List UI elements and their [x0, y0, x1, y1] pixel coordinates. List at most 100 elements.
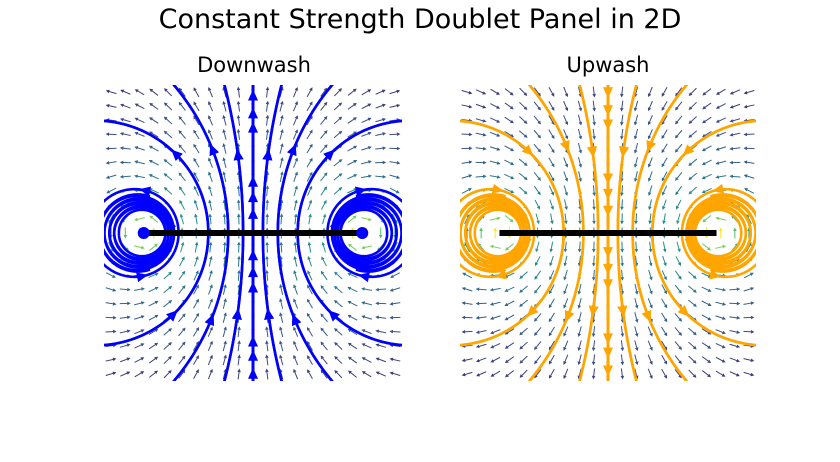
- quiver-arrow-336: [688, 369, 697, 378]
- quiver-arrow-167: [208, 86, 213, 98]
- quiver-arrow-308: [661, 171, 668, 182]
- quiver-arrow-387: [715, 244, 727, 249]
- quiver-arrow-81: [504, 116, 514, 124]
- quiver-arrow-394: [715, 146, 727, 151]
- quiver-arrow-122: [533, 129, 542, 139]
- quiver-arrow-334: [675, 101, 683, 111]
- quiver-arrow-106: [178, 355, 186, 365]
- quiver-arrow-357: [702, 370, 711, 378]
- streamline-25: [680, 183, 756, 233]
- upwash-axes: [460, 85, 756, 381]
- quiver-arrow-381: [715, 329, 726, 335]
- quiver-arrow-121: [533, 143, 542, 153]
- quiver-arrow-166: [208, 101, 213, 112]
- quiver-arrow-323: [675, 256, 682, 267]
- quiver-arrow-232: [620, 354, 625, 366]
- quiver-arrow-354: [333, 116, 343, 125]
- quiver-arrow-276: [293, 326, 299, 337]
- quiver-arrow-3: [105, 329, 117, 334]
- quiver-arrow-190: [591, 354, 596, 366]
- quiver-arrow-275: [647, 340, 653, 351]
- quiver-arrow-392: [715, 175, 727, 179]
- quiver-arrow-329: [675, 172, 683, 181]
- quiver-arrow-403: [729, 316, 741, 320]
- quiver-arrow-418: [375, 103, 386, 109]
- quiver-arrow-398: [361, 89, 372, 96]
- quiver-arrow-240: [265, 241, 269, 253]
- quiver-arrow-421: [389, 357, 401, 362]
- quiver-arrow-375: [347, 117, 357, 124]
- quiver-arrow-26: [119, 301, 131, 306]
- quiver-arrow-292: [293, 101, 298, 112]
- quiver-arrow-123: [533, 115, 541, 125]
- quiver-arrow-59: [489, 131, 501, 137]
- quiver-arrow-172: [222, 312, 227, 324]
- quiver-arrow-415: [729, 146, 741, 151]
- quiver-arrow-201: [592, 199, 596, 211]
- quiver-arrow-239: [265, 255, 269, 267]
- quiver-arrow-74: [504, 215, 514, 223]
- quiver-arrow-288: [293, 157, 298, 168]
- quiver-arrow-86: [163, 342, 172, 350]
- quiver-arrow-128: [548, 340, 555, 351]
- quiver-arrow-401: [375, 343, 387, 348]
- quiver-arrow-382: [361, 315, 372, 320]
- quiver-arrow-130: [548, 312, 555, 323]
- quiver-arrow-208: [592, 100, 596, 112]
- quiver-arrow-361: [347, 314, 358, 321]
- quiver-arrow-270: [633, 114, 639, 126]
- quiver-arrow-90: [163, 285, 173, 294]
- quiver-arrow-300: [661, 284, 667, 295]
- quiver-arrow-78: [504, 159, 515, 166]
- quiver-arrow-373: [701, 145, 712, 152]
- quiver-arrow-69: [148, 286, 159, 293]
- quiver-arrow-286: [293, 185, 298, 197]
- quiver-arrow-72: [149, 243, 158, 251]
- quiver-arrow-27: [475, 287, 487, 292]
- quiver-arrow-159: [208, 199, 213, 211]
- quiver-arrow-342: [333, 285, 343, 294]
- quiver-arrow-377: [347, 88, 357, 96]
- quiver-arrow-207: [592, 114, 596, 126]
- quiver-arrow-156: [208, 241, 213, 253]
- quiver-arrow-179: [222, 213, 227, 225]
- quiver-arrow-383: [361, 301, 372, 306]
- quiver-arrow-206: [236, 128, 241, 140]
- quiver-arrow-414: [729, 160, 741, 165]
- quiver-arrow-65: [148, 342, 159, 350]
- quiver-arrow-257: [634, 298, 639, 309]
- quiver-arrow-376: [702, 102, 712, 110]
- quiver-arrow-370: [701, 187, 712, 194]
- quiver-arrow-279: [293, 284, 298, 295]
- quiver-arrow-116: [179, 213, 185, 225]
- quiver-arrow-137: [194, 213, 198, 225]
- quiver-arrow-155: [563, 255, 568, 267]
- quiver-arrow-144: [193, 115, 200, 126]
- quiver-arrow-420: [389, 371, 401, 376]
- quiver-arrow-288: [647, 157, 653, 168]
- quiver-arrow-143: [548, 129, 555, 140]
- quiver-arrow-103: [519, 101, 528, 110]
- quiver-arrow-416: [729, 132, 741, 137]
- quiver-arrow-59: [134, 131, 145, 137]
- quiver-arrow-286: [647, 185, 653, 196]
- quiver-arrow-184: [577, 142, 583, 154]
- quiver-arrow-297: [306, 326, 314, 337]
- quiver-arrow-273: [293, 368, 299, 380]
- quiver-arrow-31: [123, 227, 128, 239]
- quiver-arrow-337: [688, 355, 697, 364]
- quiver-arrow-208: [236, 100, 241, 112]
- quiver-arrow-243: [265, 199, 270, 211]
- quiver-arrow-182: [222, 171, 227, 183]
- quiver-arrow-266: [279, 171, 284, 183]
- quiver-arrow-58: [489, 146, 501, 151]
- quiver-arrow-40: [475, 103, 487, 109]
- quiver-arrow-119: [533, 172, 541, 181]
- quiver-arrow-97: [163, 187, 173, 195]
- streamline-43: [248, 351, 258, 381]
- quiver-arrow-155: [208, 255, 213, 267]
- quiver-arrow-296: [661, 340, 668, 351]
- quiver-arrow-323: [321, 256, 327, 267]
- quiver-arrow-148: [563, 354, 569, 365]
- quiver-arrow-244: [265, 185, 270, 197]
